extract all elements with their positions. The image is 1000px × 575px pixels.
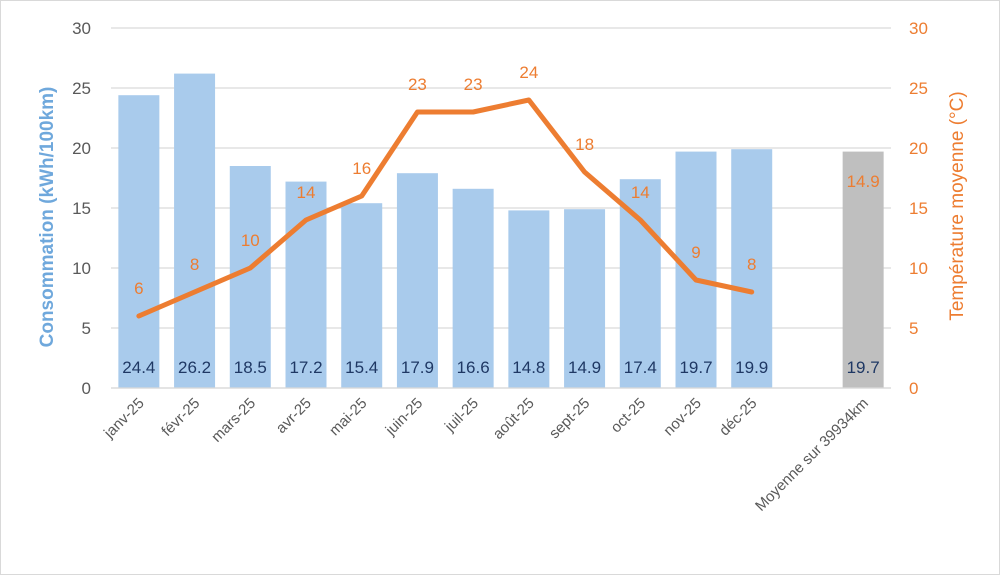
y2-tick-label: 25 [909,79,928,98]
y-tick-label: 30 [72,19,91,38]
bar [731,149,773,388]
x-category-label: juin-25 [382,395,427,440]
y-tick-label: 0 [82,379,91,398]
bar-data-label: 26.2 [178,358,211,377]
x-category-label: févr-25 [158,395,203,440]
bar [229,166,271,388]
x-category-label: Moyenne sur 39934km [752,395,872,515]
line-data-label: 14 [297,183,316,202]
bar [675,151,717,388]
y-tick-label: 20 [72,139,91,158]
x-category-label: janv-25 [100,395,148,443]
bar [564,209,606,388]
bar [619,179,661,388]
line-data-label: 8 [747,255,756,274]
bar [341,203,383,388]
x-category-label: mars-25 [208,395,259,446]
y-tick-label: 5 [82,319,91,338]
bar [842,151,884,388]
y2-axis-title: Température moyenne (°C) [947,91,968,320]
bar [452,188,494,388]
line-data-label: 23 [464,75,483,94]
x-category-label: mai-25 [326,395,370,439]
bar-data-label: 19.7 [847,358,880,377]
bar-data-label: 17.9 [401,358,434,377]
x-category-label: avr-25 [273,395,315,437]
bar-data-label: 16.6 [457,358,490,377]
x-category-label: sept-25 [546,395,593,442]
y2-tick-label: 15 [909,199,928,218]
y2-tick-label: 10 [909,259,928,278]
y-axis-title: Consommation (kWh/100km) [37,87,58,348]
y-tick-label: 25 [72,79,91,98]
y-tick-label: 15 [72,199,91,218]
line-data-label: 14.9 [847,172,880,191]
bar-data-label: 18.5 [234,358,267,377]
bar [174,73,216,388]
bar-data-label: 19.9 [735,358,768,377]
line-data-label: 6 [134,279,143,298]
line-data-label: 24 [519,63,538,82]
x-category-label: juil-25 [441,395,482,436]
y-tick-label: 10 [72,259,91,278]
line-data-label: 23 [408,75,427,94]
y2-tick-label: 5 [909,319,918,338]
line-data-label: 14 [631,183,650,202]
bar-data-label: 17.2 [289,358,322,377]
x-category-label: déc-25 [716,395,760,439]
y2-tick-label: 30 [909,19,928,38]
temperature-line [136,97,755,319]
bar-data-label: 15.4 [345,358,378,377]
bar [396,173,438,388]
bar-data-label: 19.7 [679,358,712,377]
bar [118,95,160,388]
line-data-label: 9 [691,243,700,262]
line-data-label: 8 [190,255,199,274]
bar [508,210,550,388]
y2-tick-label: 0 [909,379,918,398]
bar-data-label: 14.8 [512,358,545,377]
line-data-label: 16 [352,159,371,178]
y2-tick-label: 20 [909,139,928,158]
x-category-label: nov-25 [660,395,704,439]
bar-data-label: 24.4 [122,358,155,377]
x-category-label: oct-25 [608,395,650,437]
line-data-label: 18 [575,135,594,154]
line-data-label: 10 [241,231,260,250]
bar-data-label: 14.9 [568,358,601,377]
x-category-label: août-25 [490,395,538,443]
bar-data-label: 17.4 [624,358,657,377]
